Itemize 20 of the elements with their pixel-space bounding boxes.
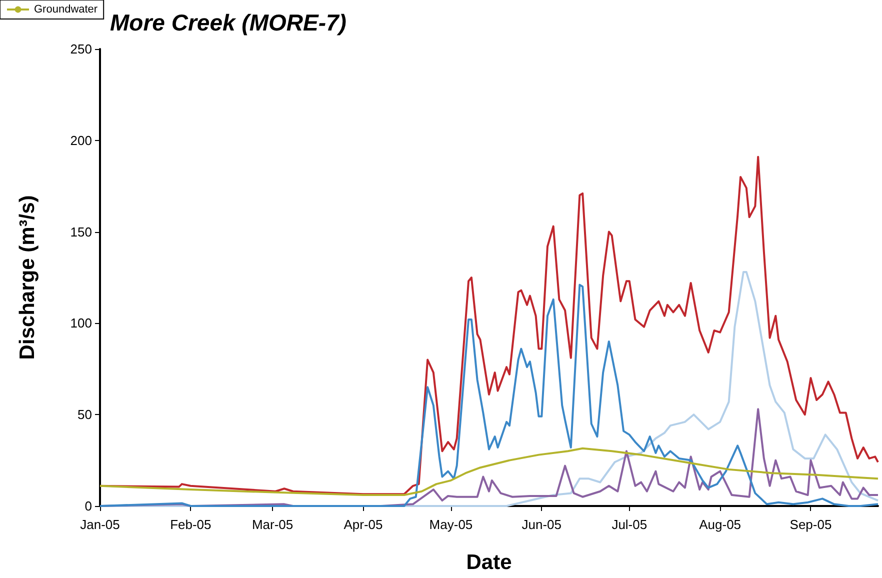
chart-title: More Creek (MORE-7) — [110, 10, 346, 36]
y-tick-label: 100 — [70, 316, 92, 331]
y-tick-label: 200 — [70, 132, 92, 148]
y-tick-label: 250 — [70, 42, 92, 56]
x-tick-label: Aug-05 — [699, 517, 742, 532]
x-tick-label: Apr-05 — [344, 517, 383, 532]
y-tick-label: 50 — [78, 407, 92, 422]
x-tick-label: Feb-05 — [170, 517, 212, 532]
y-axis-title: Discharge (m³/s) — [16, 195, 39, 360]
x-tick-label: Jan-05 — [80, 517, 120, 532]
x-axis-title: Date — [466, 551, 512, 574]
x-tick-label: Sep-05 — [790, 517, 832, 532]
x-tick-label: Jun-05 — [522, 517, 562, 532]
line-series — [99, 447, 879, 496]
x-tick-label: May-05 — [429, 517, 473, 532]
x-tick-label: Mar-05 — [252, 517, 294, 532]
x-tick-label: Jul-05 — [612, 517, 648, 532]
y-tick-label: 150 — [70, 224, 92, 240]
y-tick-label: 0 — [84, 498, 92, 514]
legend-label: Groundwater — [34, 4, 98, 16]
